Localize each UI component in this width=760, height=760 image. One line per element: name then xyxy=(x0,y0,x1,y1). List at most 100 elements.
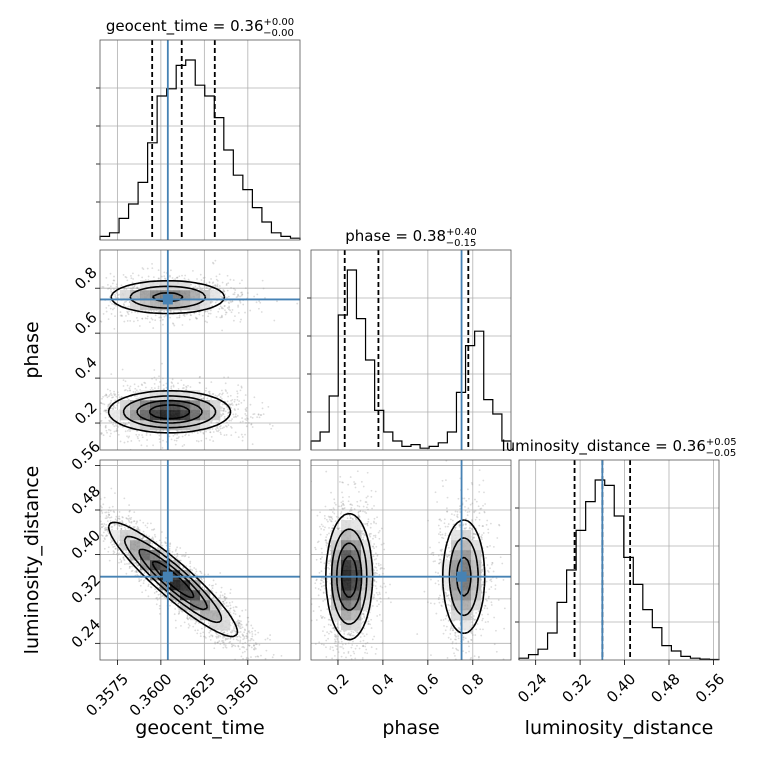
sample-point xyxy=(218,429,220,432)
sample-point xyxy=(113,303,116,306)
sample-point xyxy=(216,283,219,286)
sample-point xyxy=(97,525,99,527)
sample-point xyxy=(219,427,222,430)
sample-point xyxy=(112,423,114,426)
sample-point xyxy=(256,293,259,296)
sample-point xyxy=(163,271,166,274)
sample-point xyxy=(96,285,98,287)
sample-point xyxy=(211,598,214,600)
sample-point xyxy=(223,376,225,379)
sample-point xyxy=(217,634,220,637)
density-cell xyxy=(180,420,191,431)
sample-point xyxy=(136,286,139,289)
sample-point xyxy=(245,425,248,428)
sample-point xyxy=(259,414,262,416)
truth-marker xyxy=(162,294,173,305)
sample-point xyxy=(226,289,229,292)
sample-point xyxy=(154,319,157,322)
sample-point xyxy=(234,632,237,635)
sample-point xyxy=(145,534,148,537)
density-cell xyxy=(120,400,131,411)
sample-point xyxy=(123,559,126,562)
sample-point xyxy=(103,527,106,530)
sample-point xyxy=(126,279,129,282)
sample-point xyxy=(121,521,124,523)
sample-point xyxy=(115,292,118,294)
sample-point xyxy=(114,393,117,396)
sample-point xyxy=(79,304,81,306)
sample-point xyxy=(64,503,66,505)
sample-point xyxy=(237,403,240,406)
sample-point xyxy=(231,404,234,406)
sample-point xyxy=(90,298,92,300)
sample-point xyxy=(176,555,179,557)
sample-point xyxy=(218,420,221,422)
sample-point xyxy=(104,538,106,541)
sample-point xyxy=(223,407,226,410)
sample-point xyxy=(111,303,113,305)
sample-point xyxy=(57,395,59,397)
sample-point xyxy=(132,272,134,275)
sample-point xyxy=(242,303,245,306)
sample-point xyxy=(113,394,116,397)
sample-point xyxy=(194,622,197,625)
sample-point xyxy=(178,316,180,319)
sample-point xyxy=(141,434,143,436)
sample-point xyxy=(223,434,226,437)
sample-point xyxy=(137,391,139,394)
sample-point xyxy=(186,615,189,617)
sample-point xyxy=(86,295,88,297)
sample-point xyxy=(202,277,205,279)
sample-point xyxy=(117,523,119,526)
sample-point xyxy=(251,443,254,446)
sample-point xyxy=(216,427,219,430)
title-minus: −0.15 xyxy=(446,238,477,249)
sample-point xyxy=(222,641,225,644)
title-geocent_time: geocent_time = 0.36+0.00 −0.00 xyxy=(106,17,294,39)
sample-point xyxy=(133,383,136,386)
sample-point xyxy=(62,291,64,293)
sample-point xyxy=(202,432,205,435)
sample-point xyxy=(123,320,126,323)
sample-point xyxy=(110,290,113,293)
sample-point xyxy=(168,545,171,548)
sample-point xyxy=(134,562,137,564)
sample-point xyxy=(138,439,141,442)
sample-point xyxy=(228,302,231,305)
sample-point xyxy=(251,638,253,640)
sample-point xyxy=(109,285,112,288)
sample-point xyxy=(123,287,126,290)
title-name: luminosity_distance xyxy=(501,437,650,456)
sample-point xyxy=(159,316,162,318)
sample-point xyxy=(260,414,263,416)
sample-point xyxy=(161,362,163,365)
sample-point xyxy=(233,408,236,410)
sample-point xyxy=(126,435,128,438)
sample-point xyxy=(85,305,87,307)
sample-point xyxy=(210,300,213,303)
sample-point xyxy=(232,293,235,296)
sample-point xyxy=(95,426,97,428)
sample-point xyxy=(216,279,219,282)
sample-point xyxy=(158,316,161,319)
sample-point xyxy=(245,635,248,637)
sample-point xyxy=(221,306,223,309)
sample-point xyxy=(139,584,142,587)
sample-point xyxy=(155,378,158,381)
sample-point xyxy=(221,414,223,416)
sample-point xyxy=(225,601,228,604)
sample-point xyxy=(206,287,208,290)
sample-point xyxy=(201,586,204,589)
sample-point xyxy=(237,408,240,411)
sample-point xyxy=(240,385,243,388)
sample-point xyxy=(261,401,264,404)
sample-point xyxy=(52,477,54,479)
sample-point xyxy=(129,287,132,290)
sample-point xyxy=(227,282,230,285)
sample-point xyxy=(215,430,218,432)
sample-point xyxy=(249,639,252,642)
sample-point xyxy=(101,523,104,525)
sample-point xyxy=(241,291,243,294)
sample-point xyxy=(103,403,106,406)
